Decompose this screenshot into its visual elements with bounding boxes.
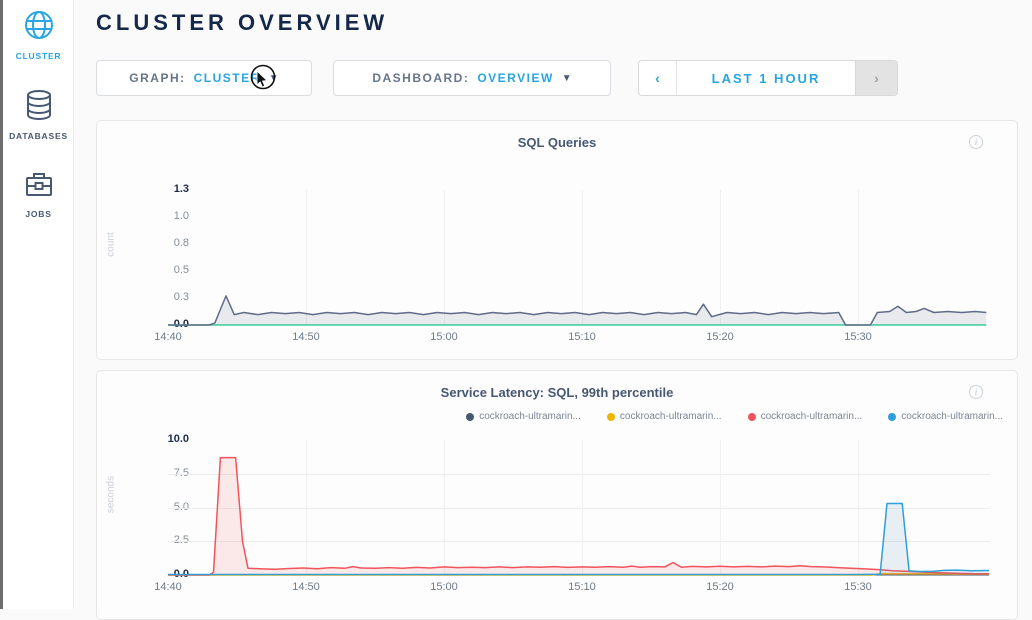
- horizontal-gridline: [168, 507, 990, 509]
- info-icon[interactable]: i: [969, 135, 983, 149]
- x-tick-label: 14:50: [292, 331, 320, 343]
- legend-dot-icon: [466, 412, 475, 421]
- legend-item[interactable]: cockroach-ultramarin...: [888, 411, 1003, 422]
- chart-card-service-latency: Service Latency: SQL, 99th percentile i …: [96, 370, 1018, 620]
- chart-card-sql-queries: SQL Queries i count 0.0 0.3 0.5 0.8 1.0 1.3 14…: [96, 120, 1018, 360]
- graph-dropdown[interactable]: GRAPH: CLUSTER ▼: [96, 60, 312, 96]
- vertical-gridline: [858, 190, 859, 325]
- x-tick-label: 15:20: [706, 581, 734, 593]
- node-3-latency-line: [168, 456, 990, 576]
- sidebar-label-databases: DATABASES: [9, 131, 68, 141]
- y-tick-label: 2.5: [173, 534, 189, 547]
- y-tick-label: 0.0: [173, 318, 189, 330]
- x-tick-label: 15:00: [430, 581, 458, 593]
- chevron-down-icon: ▼: [561, 72, 572, 84]
- globe-icon: [24, 11, 53, 39]
- database-icon: [26, 90, 51, 121]
- sidebar-item-databases[interactable]: DATABASES: [3, 88, 74, 141]
- sidebar-label-cluster: CLUSTER: [15, 51, 62, 61]
- y-tick-label: 5.0: [173, 500, 189, 513]
- chart-svg[interactable]: [168, 175, 990, 326]
- chart-title: Service Latency: SQL, 99th percentile: [440, 385, 674, 400]
- graph-dropdown-value: CLUSTER: [193, 71, 261, 85]
- time-range-prev-button[interactable]: ‹: [639, 61, 677, 95]
- dashboard-dropdown-value: OVERVIEW: [477, 71, 554, 85]
- legend-dot-icon: [888, 412, 897, 421]
- vertical-gridline: [444, 190, 445, 325]
- page-title: CLUSTER OVERVIEW: [96, 10, 389, 35]
- time-range-next-button: ›: [855, 61, 897, 95]
- chevron-down-icon: ▼: [268, 72, 279, 84]
- horizontal-gridline: [168, 541, 990, 543]
- vertical-gridline: [582, 190, 583, 325]
- y-tick-label: 0.3: [173, 291, 189, 303]
- sidebar: CLUSTER DATABASES JOBS: [3, 0, 74, 609]
- sql-queries-line: [168, 295, 987, 326]
- legend-label: cockroach-ultramarin...: [901, 411, 1003, 422]
- legend-label: cockroach-ultramarin...: [760, 411, 863, 422]
- y-axis-unit-label: seconds: [105, 475, 117, 514]
- vertical-gridline: [720, 190, 721, 325]
- y-tick-label: 10.0: [167, 433, 189, 445]
- dashboard-dropdown[interactable]: DASHBOARD: OVERVIEW ▼: [333, 60, 611, 96]
- legend-label: cockroach-ultramarin...: [619, 411, 722, 422]
- vertical-gridline: [306, 440, 307, 575]
- y-tick-label: 1.3: [173, 183, 189, 195]
- y-axis-unit-label: count: [105, 232, 117, 257]
- legend-dot-icon: [747, 412, 756, 421]
- node-3-latency-area: [168, 457, 990, 575]
- horizontal-gridline: [168, 473, 990, 475]
- x-tick-label: 15:30: [844, 581, 872, 593]
- x-tick-label: 14:40: [154, 331, 182, 343]
- legend-item[interactable]: cockroach-ultramarin...: [747, 411, 863, 422]
- sidebar-item-cluster[interactable]: CLUSTER: [3, 8, 74, 61]
- legend-dot-icon: [606, 412, 615, 421]
- x-tick-label: 15:00: [430, 331, 458, 343]
- chart-title: SQL Queries: [517, 135, 597, 150]
- x-tick-label: 15:30: [844, 331, 872, 343]
- legend-item[interactable]: cockroach-ultramarin...: [606, 411, 722, 422]
- x-tick-label: 14:50: [292, 581, 320, 593]
- sidebar-label-jobs: JOBS: [25, 209, 52, 219]
- info-icon[interactable]: i: [969, 385, 983, 399]
- dashboard-dropdown-label: DASHBOARD:: [372, 71, 470, 85]
- time-range-label[interactable]: LAST 1 HOUR: [711, 70, 821, 86]
- chart-legend: cockroach-ultramarin... cockroach-ultrama…: [466, 411, 1003, 422]
- x-tick-label: 15:10: [568, 581, 596, 593]
- briefcase-icon: [25, 173, 52, 196]
- vertical-gridline: [306, 190, 307, 325]
- y-tick-label: 7.5: [173, 466, 189, 479]
- x-tick-label: 15:20: [706, 331, 734, 343]
- legend-item[interactable]: cockroach-ultramarin...: [466, 411, 581, 422]
- y-tick-label: 0.5: [173, 264, 189, 276]
- window-edge-strip: [0, 0, 3, 609]
- legend-label: cockroach-ultramarin...: [479, 411, 581, 422]
- y-tick-label: 0.8: [173, 237, 189, 249]
- sidebar-item-jobs[interactable]: JOBS: [3, 170, 74, 219]
- graph-dropdown-label: GRAPH:: [129, 71, 186, 85]
- vertical-gridline: [444, 440, 445, 575]
- vertical-gridline: [720, 440, 721, 575]
- node-4-latency-area: [168, 503, 990, 575]
- sql-queries-area: [168, 295, 987, 325]
- node-4-latency-line: [168, 502, 990, 576]
- vertical-gridline: [582, 440, 583, 575]
- y-tick-label: 1.0: [173, 210, 189, 222]
- x-tick-label: 14:40: [154, 581, 182, 593]
- time-range-selector: ‹ LAST 1 HOUR ›: [638, 60, 898, 96]
- x-tick-label: 15:10: [568, 331, 596, 343]
- vertical-gridline: [858, 440, 859, 575]
- chart-svg[interactable]: [168, 425, 990, 576]
